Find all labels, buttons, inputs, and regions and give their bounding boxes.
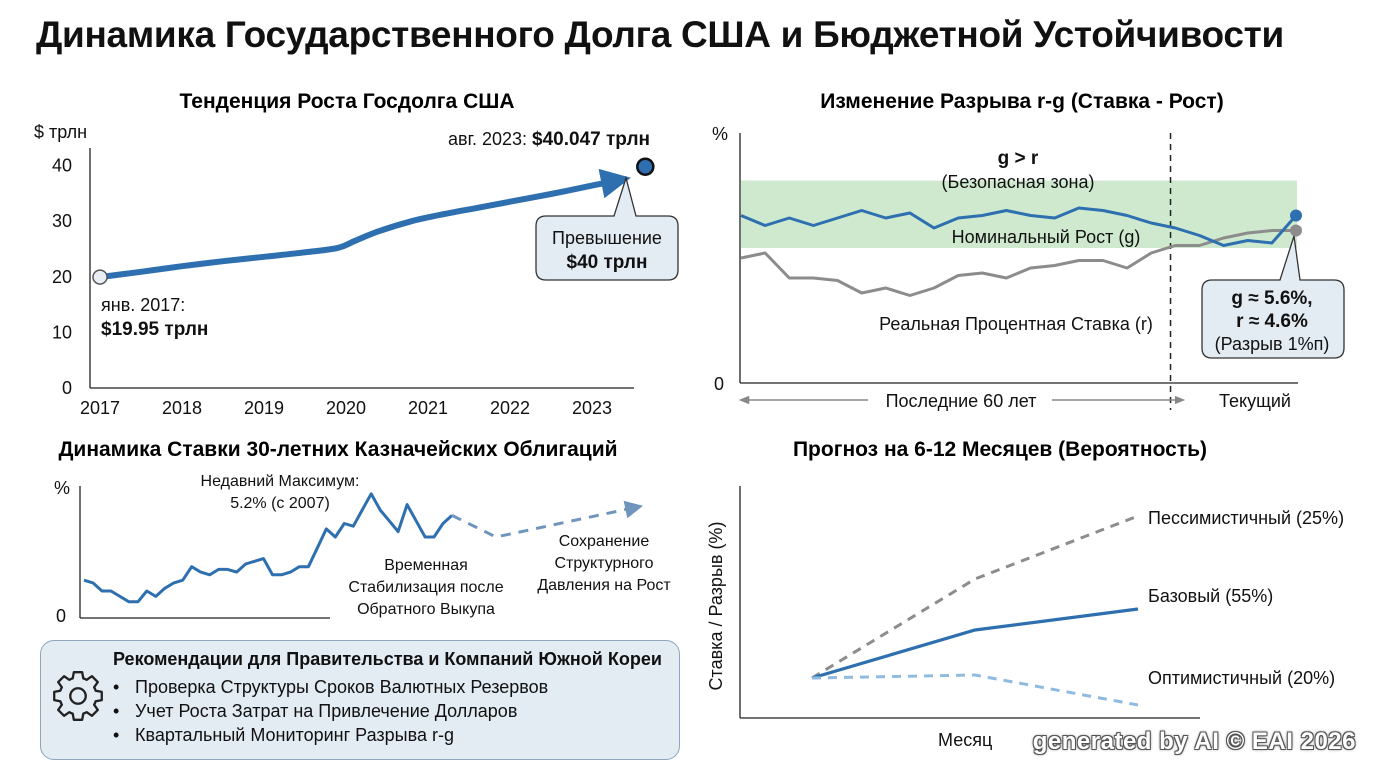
panel-forecast: Прогноз на 6-12 Месяцев (Вероятность) Ст…	[706, 438, 1344, 750]
rg-series-g-label: Номинальный Рост (g)	[952, 227, 1141, 247]
debt-callout-box	[535, 175, 679, 281]
rg-callout-line3: (Разрыв 1%п)	[1215, 334, 1330, 354]
rg-zone-label2: (Безопасная зона)	[942, 172, 1095, 192]
debt-x-tick-label: 2017	[80, 398, 120, 418]
rg-series-g-endpoint	[1290, 209, 1302, 222]
rg-series-r-label: Реальная Процентная Ставка (r)	[879, 314, 1153, 334]
rg-callout-line2: r ≈ 4.6%	[1236, 311, 1308, 332]
recommendation-item: Квартальный Мониторинг Разрыва r-g	[113, 723, 548, 747]
tr-y-tick-0: 0	[56, 606, 66, 626]
recommendations-box: Рекомендации для Правительства и Компани…	[40, 640, 680, 760]
tr-y-axis-label: %	[54, 478, 70, 498]
recommendations-list: Проверка Структуры Сроков Валютных Резер…	[113, 675, 548, 747]
tr-dip-line2: Стабилизация после	[348, 579, 503, 596]
panel-title-debt: Тенденция Роста Госдолга США	[179, 90, 514, 113]
rg-y-axis-label: %	[712, 124, 728, 144]
debt-end-annotation: авг. 2023: $40.047 трлн	[448, 129, 650, 150]
tr-dip-line1: Временная	[384, 557, 468, 574]
debt-y-tick-label: 10	[52, 322, 72, 342]
rg-callout-line1: g ≈ 5.6%,	[1231, 288, 1312, 309]
debt-x-tick-label: 2018	[162, 398, 202, 418]
recommendation-item: Учет Роста Затрат на Привлечение Долларо…	[113, 699, 548, 723]
rg-callout-box	[1201, 235, 1345, 359]
fc-series-pessimistic-label: Пессимистичный (25%)	[1148, 508, 1344, 528]
fc-series-optimistic-label: Оптимистичный (20%)	[1148, 668, 1335, 688]
gear-icon	[53, 671, 103, 721]
watermark: generated by AI © EAI 2026	[1032, 728, 1356, 755]
debt-series-line	[97, 168, 631, 281]
tr-projection-label3: Давления на Рост	[537, 577, 671, 594]
panel-treasury-30y: Динамика Ставки 30-летних Казначейских О…	[54, 438, 671, 626]
debt-callout-line1: Превышение	[552, 228, 662, 248]
tr-projection-label1: Сохранение	[559, 533, 650, 550]
rg-x-label-past: Последние 60 лет	[886, 391, 1037, 411]
fc-series-optimistic-line	[811, 673, 1139, 707]
tr-peak-line2: 5.2% (с 2007)	[230, 495, 330, 512]
debt-callout-line2: $40 трлн	[567, 252, 648, 273]
rg-zone-label1: g > r	[998, 148, 1039, 169]
panel-title-treasury: Динамика Ставки 30-летних Казначейских О…	[58, 438, 617, 461]
fc-y-axis-label: Ставка / Разрыв (%)	[706, 522, 726, 691]
debt-y-axis-label: $ трлн	[34, 122, 87, 142]
debt-x-tick-label: 2021	[408, 398, 448, 418]
debt-end-value: $40.047 трлн	[532, 129, 650, 150]
rg-series-g-line	[740, 206, 1298, 247]
debt-end-point	[636, 157, 655, 176]
debt-y-tick-label: 20	[52, 267, 72, 287]
rg-x-label-current: Текущий	[1219, 391, 1291, 411]
panel-title-rg: Изменение Разрыва r-g (Ставка - Рост)	[820, 90, 1223, 113]
debt-y-tick-label: 30	[52, 211, 72, 231]
page-title: Динамика Государственного Долга США и Бю…	[36, 14, 1284, 55]
debt-x-tick-label: 2023	[572, 398, 612, 418]
debt-start-label: янв. 2017:	[101, 295, 185, 315]
debt-x-tick-label: 2022	[490, 398, 530, 418]
tr-dip-line3: Обратного Выкупа	[357, 601, 495, 618]
debt-x-tick-label: 2020	[326, 398, 366, 418]
debt-x-tick-label: 2019	[244, 398, 284, 418]
tr-projection-label2: Структурного	[554, 555, 653, 572]
recommendations-title: Рекомендации для Правительства и Компани…	[113, 649, 662, 669]
debt-start-point	[92, 269, 108, 285]
fc-series-pessimistic-line	[811, 514, 1139, 680]
panel-debt-trend: Тенденция Роста Госдолга США $ трлн 0 10 2…	[34, 90, 679, 418]
recommendation-item: Проверка Структуры Сроков Валютных Резер…	[113, 675, 548, 699]
fc-x-axis-label: Месяц	[938, 730, 992, 750]
tr-projection-line	[451, 500, 644, 539]
fc-series-base-label: Базовый (55%)	[1148, 586, 1273, 606]
debt-y-tick-label: 0	[62, 378, 72, 398]
rg-series-r-line	[740, 229, 1296, 297]
debt-start-value: $19.95 трлн	[101, 319, 208, 340]
tr-series-line	[83, 492, 454, 604]
debt-y-tick-label: 40	[52, 156, 72, 176]
debt-end-label: авг. 2023:	[448, 129, 532, 149]
fc-series-base-line	[811, 607, 1139, 680]
tr-peak-line1: Недавний Максимум:	[201, 473, 360, 490]
rg-y-tick-0: 0	[714, 374, 724, 394]
panel-rg-gap: Изменение Разрыва r-g (Ставка - Рост) % …	[712, 90, 1345, 411]
panel-title-forecast: Прогноз на 6-12 Месяцев (Вероятность)	[793, 438, 1207, 461]
rg-series-r-endpoint	[1290, 224, 1302, 237]
